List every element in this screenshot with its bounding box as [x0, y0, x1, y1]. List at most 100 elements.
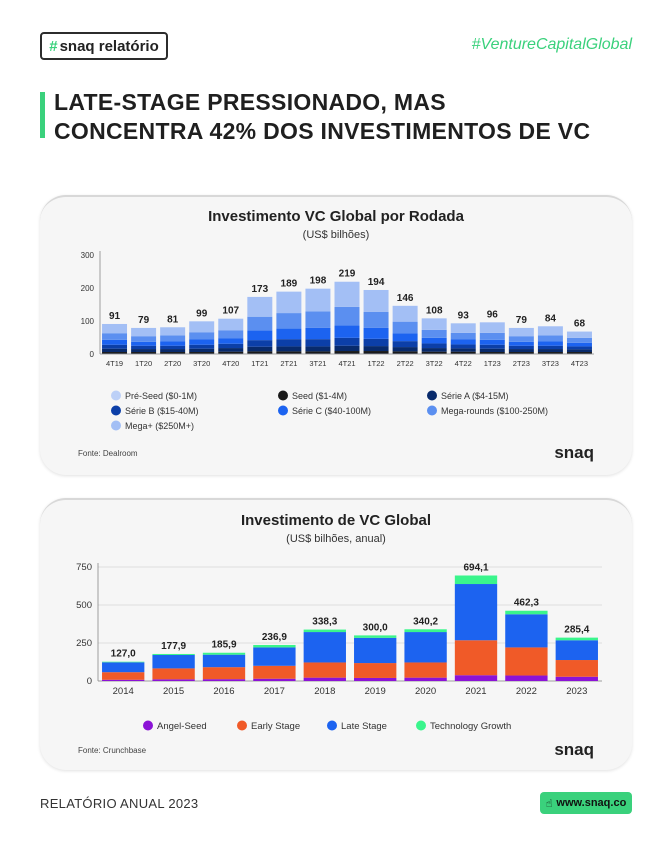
bar-segment	[505, 675, 548, 681]
bar-segment	[152, 668, 195, 680]
badge-hash: #	[49, 37, 58, 55]
data-label: 108	[426, 305, 443, 316]
bar-segment	[566, 342, 592, 347]
bar-segment	[189, 348, 215, 353]
legend-label: Mega+ ($250M+)	[125, 421, 194, 431]
snaq-logo: snaq	[554, 740, 594, 759]
data-label: 68	[574, 319, 586, 330]
bar-segment	[303, 632, 346, 663]
x-tick-label: 4T19	[106, 359, 123, 368]
bar-segment	[505, 647, 548, 676]
y-tick-label: 300	[81, 251, 95, 260]
data-label: 185,9	[211, 640, 236, 651]
x-tick-label: 2T20	[164, 359, 181, 368]
bar-segment	[454, 584, 498, 641]
bar-segment	[102, 339, 128, 345]
bar-segment	[276, 351, 302, 354]
bar-segment	[392, 333, 418, 342]
bar-segment	[189, 344, 215, 349]
data-label: 107	[222, 306, 239, 317]
bar-segment	[247, 351, 273, 354]
bar-segment	[189, 352, 215, 354]
legend-marker	[111, 420, 121, 431]
bar-segment	[305, 339, 331, 347]
x-tick-label: 2019	[365, 686, 386, 697]
legend-label: Technology Growth	[430, 721, 511, 732]
data-label: 79	[516, 315, 528, 326]
bar-segment	[421, 318, 447, 330]
bar-segment	[247, 346, 273, 352]
data-label: 300,0	[363, 622, 388, 633]
bar-segment	[247, 340, 273, 347]
bar-segment	[276, 313, 302, 329]
bar-segment	[102, 662, 145, 673]
snaq-logo: snaq	[554, 443, 594, 462]
website-button[interactable]: ☝ www.snaq.co	[540, 792, 632, 814]
x-tick-label: 1T21	[251, 359, 268, 368]
bar-segment	[334, 281, 360, 307]
bar-segment	[202, 679, 246, 681]
bar-segment	[102, 352, 128, 354]
bar-segment	[508, 352, 534, 354]
bar-segment	[218, 351, 244, 354]
legend-marker	[427, 405, 437, 416]
legend-marker	[111, 390, 121, 401]
headline-line-1: LATE-STAGE PRESSIONADO, MAS	[54, 89, 446, 115]
data-label: 84	[545, 313, 557, 324]
legend-label: Seed ($1-4M)	[292, 391, 347, 401]
data-label: 173	[251, 284, 268, 295]
bar-segment	[160, 335, 186, 342]
pointer-icon: ☝	[545, 797, 553, 810]
x-tick-label: 2020	[415, 686, 436, 697]
bar-segment	[303, 677, 346, 681]
data-label: 198	[310, 276, 327, 287]
bar-segment	[131, 352, 157, 354]
bar-segment	[131, 327, 157, 337]
legend-marker	[327, 720, 337, 731]
bar-segment	[218, 348, 244, 352]
bar-segment	[303, 662, 346, 678]
bar-segment	[508, 349, 534, 353]
data-label: 146	[397, 293, 414, 304]
bar-segment	[537, 341, 563, 346]
y-tick-label: 0	[87, 676, 92, 687]
chart-card-rounds: Investimento VC Global por Rodada (US$ bi…	[40, 195, 632, 475]
bar-segment	[421, 337, 447, 344]
x-tick-label: 4T23	[571, 359, 588, 368]
bar-segment	[160, 345, 186, 350]
legend-label: Mega-rounds ($100-250M)	[441, 406, 548, 416]
legend-marker	[278, 405, 288, 416]
legend-marker	[237, 720, 247, 731]
bar-segment	[189, 332, 215, 340]
report-badge: # snaq relatório	[40, 32, 168, 60]
bar-segment	[454, 675, 498, 681]
bar-segment	[404, 662, 447, 678]
bar-segment	[454, 640, 498, 676]
bar-segment	[334, 306, 360, 326]
data-label: 462,3	[514, 598, 539, 609]
legend-marker	[143, 720, 153, 731]
bar-segment	[253, 644, 296, 648]
data-label: 127,0	[111, 649, 136, 660]
x-tick-label: 2015	[163, 686, 184, 697]
x-tick-label: 2018	[314, 686, 335, 697]
chart-rounds: Investimento VC Global por Rodada (US$ bi…	[78, 208, 594, 462]
chart-subtitle: (US$ bilhões)	[303, 229, 370, 241]
bar-segment	[247, 316, 273, 331]
y-tick-label: 0	[90, 350, 95, 359]
legend-label: Série B ($15-40M)	[125, 406, 199, 416]
bar-segment	[131, 349, 157, 353]
data-label: 81	[167, 314, 179, 325]
bar-segment	[537, 352, 563, 354]
bar-segment	[479, 344, 505, 349]
bar-segment	[276, 328, 302, 340]
bar-segment	[276, 346, 302, 352]
bar-segment	[392, 347, 418, 352]
data-label: 99	[196, 308, 208, 319]
bar-segment	[102, 661, 145, 663]
bar-segment	[555, 640, 598, 661]
bar-segment	[450, 339, 476, 345]
bar-segment	[102, 333, 128, 340]
hashtag[interactable]: #VentureCapitalGlobal	[471, 36, 632, 53]
x-tick-label: 1T23	[484, 359, 501, 368]
